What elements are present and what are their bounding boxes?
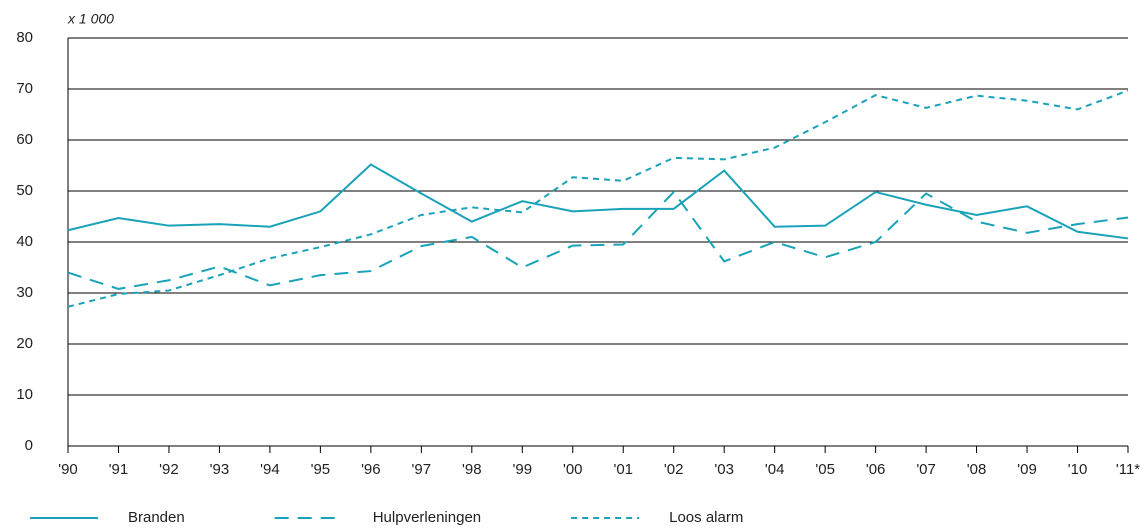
x-tick-label: '09 (1017, 461, 1037, 478)
y-tick-label: 70 (16, 80, 33, 97)
x-tick-label: '98 (462, 461, 482, 478)
x-tick-label: '05 (815, 461, 835, 478)
y-tick-label: 20 (16, 335, 33, 352)
y-tick-label: 60 (16, 131, 33, 148)
legend-label: Hulpverleningen (373, 509, 481, 526)
x-tick-label: '06 (866, 461, 886, 478)
x-tick-label: '97 (412, 461, 432, 478)
legend-label: Branden (128, 509, 185, 526)
y-tick-label: 0 (25, 437, 33, 454)
y-tick-label: 40 (16, 233, 33, 250)
series-line (67, 163, 1129, 240)
x-tick-label: '03 (714, 461, 734, 478)
x-tick-label: '07 (916, 461, 936, 478)
y-tick-label: 30 (16, 284, 33, 301)
series-line (67, 190, 1129, 290)
x-tick-label: '00 (563, 461, 583, 478)
x-tick-label: '96 (361, 461, 381, 478)
legend-label: Loos alarm (669, 509, 743, 526)
x-tick-label: '92 (159, 461, 179, 478)
y-tick-label: 10 (16, 386, 33, 403)
x-tick-label: '95 (311, 461, 331, 478)
x-tick-label: '04 (765, 461, 785, 478)
x-tick-label: '93 (210, 461, 230, 478)
y-tick-label: 50 (16, 182, 33, 199)
x-tick-label: '08 (967, 461, 987, 478)
x-tick-label: '99 (513, 461, 533, 478)
series-line (67, 89, 1129, 308)
x-tick-label: '94 (260, 461, 280, 478)
x-tick-label: '01 (613, 461, 633, 478)
y-tick-label: 80 (16, 29, 33, 46)
x-tick-label: '11* (1116, 461, 1140, 478)
x-tick-label: '91 (109, 461, 129, 478)
y-unit-label: x 1 000 (67, 11, 114, 27)
x-tick-label: '10 (1068, 461, 1088, 478)
x-tick-label: '90 (58, 461, 78, 478)
x-tick-label: '02 (664, 461, 684, 478)
